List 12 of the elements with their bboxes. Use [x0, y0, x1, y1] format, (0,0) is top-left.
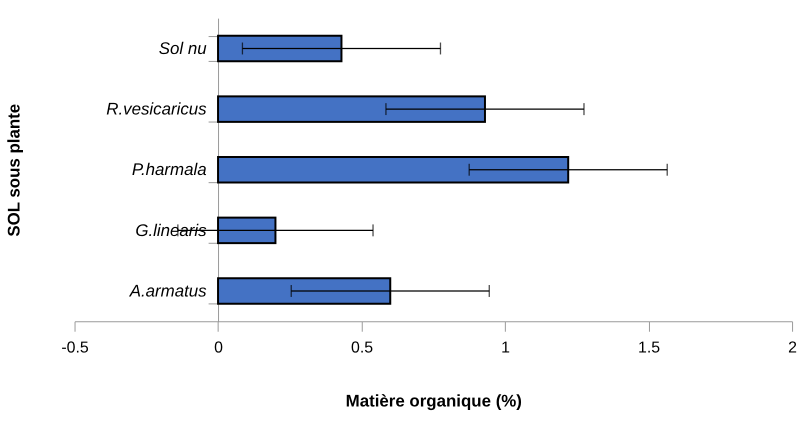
y-tick-label: A.armatus: [128, 281, 208, 300]
x-tick-label: 2: [788, 340, 798, 357]
x-tick-label: 1.5: [638, 340, 660, 357]
x-axis-title: Matière organique (%): [346, 391, 522, 410]
y-tick-label: Sol nu: [158, 38, 208, 58]
x-tick-label: 0.5: [351, 340, 374, 357]
y-tick-label: P.harmala: [132, 160, 207, 180]
x-tick-label: 0: [214, 340, 224, 357]
x-tick-label: -0.5: [61, 340, 89, 357]
x-tick-label: 1: [501, 340, 510, 357]
y-axis-title: SOL sous plante: [4, 104, 24, 237]
y-tick-label: R.vesicaricus: [106, 100, 208, 119]
